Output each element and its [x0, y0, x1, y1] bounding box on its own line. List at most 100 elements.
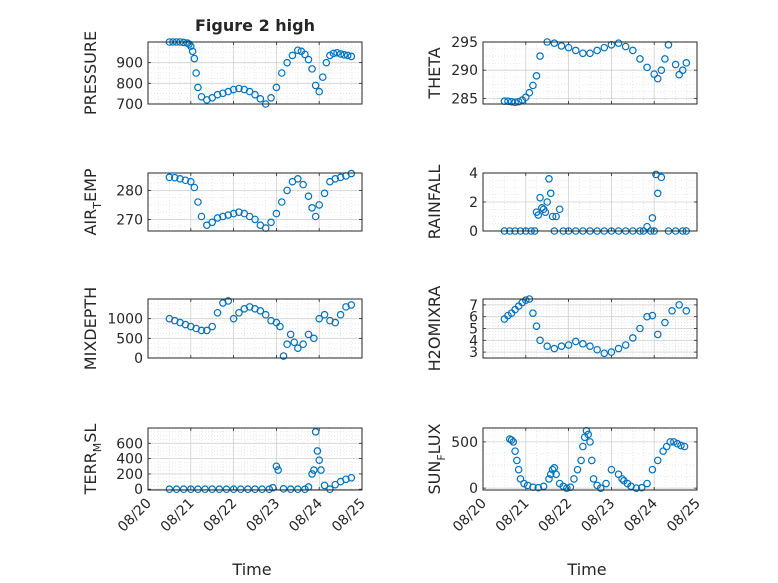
y-tick-label: 0	[469, 224, 478, 240]
data-point	[536, 336, 544, 345]
data-point	[557, 42, 566, 50]
data-point	[579, 442, 587, 451]
x-tick-label: 08/24	[286, 495, 326, 535]
data-point	[197, 326, 206, 335]
data-point	[661, 55, 669, 63]
data-point	[552, 470, 560, 479]
data-point	[269, 483, 277, 492]
x-tick-label: 08/21	[493, 496, 533, 536]
data-point	[203, 326, 211, 335]
data-point	[256, 95, 265, 103]
data-point	[661, 318, 669, 327]
y-axis-label: TERRMSL	[81, 424, 104, 496]
data-point	[593, 345, 601, 354]
y-tick-label: 6	[469, 310, 478, 326]
data-point	[545, 175, 553, 183]
subplot-theta: 285 290 295 THETA	[425, 35, 698, 107]
data-point	[311, 81, 320, 90]
data-point	[272, 209, 281, 218]
x-tick-label: 08/25	[664, 496, 704, 536]
data-point	[632, 484, 641, 492]
data-point	[543, 198, 552, 206]
data-point	[286, 485, 295, 494]
data-point	[208, 485, 217, 494]
y-tick-label: 200	[116, 467, 143, 483]
data-point	[643, 222, 651, 231]
data-point	[318, 73, 327, 81]
data-point	[571, 337, 580, 346]
data-point	[333, 48, 341, 57]
data-point	[347, 301, 356, 309]
data-point	[286, 330, 295, 339]
data-point	[659, 447, 667, 455]
data-point	[657, 66, 666, 74]
y-axis-label: THETA	[425, 47, 444, 99]
data-point	[584, 430, 593, 439]
data-point	[213, 90, 222, 99]
data-point	[516, 475, 525, 483]
x-tick-label: 08/24	[621, 495, 661, 535]
data-point	[326, 485, 334, 494]
data-point	[546, 189, 555, 198]
data-point	[213, 214, 222, 222]
data-point	[555, 205, 564, 214]
data-point	[564, 341, 573, 349]
data-point	[315, 456, 324, 464]
data-point	[311, 428, 320, 436]
data-point	[235, 308, 243, 317]
data-point	[219, 89, 227, 98]
data-point	[577, 456, 585, 465]
data-point	[313, 447, 322, 455]
data-point	[277, 198, 286, 206]
x-axis-label: Time	[231, 560, 271, 579]
data-point	[548, 212, 557, 221]
data-point	[320, 481, 329, 490]
data-point	[677, 441, 685, 450]
data-point	[552, 212, 560, 221]
data-point	[514, 465, 523, 474]
data-point	[290, 338, 299, 347]
data-point	[636, 55, 644, 63]
data-point	[545, 475, 553, 483]
data-point	[621, 42, 630, 51]
data-point	[347, 473, 356, 482]
data-point	[192, 69, 200, 77]
y-axis-label: MIXDEPTH	[81, 287, 100, 370]
data-point	[514, 97, 523, 106]
x-tick-label: 08/21	[158, 496, 198, 536]
data-point	[274, 466, 282, 474]
data-point	[235, 208, 243, 216]
data-point	[571, 46, 580, 55]
y-tick-label: 800	[116, 76, 143, 92]
data-point	[593, 46, 601, 55]
x-tick-label: 08/20	[450, 496, 490, 536]
data-point	[194, 198, 202, 206]
data-point	[201, 485, 209, 494]
data-point	[671, 60, 680, 69]
data-point	[310, 334, 318, 343]
data-point	[643, 63, 651, 72]
y-tick-label: 4	[469, 166, 478, 182]
data-point	[258, 485, 266, 494]
data-point	[570, 475, 578, 483]
data-point	[329, 49, 338, 58]
data-point	[664, 41, 673, 49]
axes-box	[147, 41, 363, 105]
data-point	[222, 485, 231, 494]
data-point	[165, 485, 174, 494]
data-point	[331, 175, 340, 183]
data-point	[653, 456, 662, 465]
data-point	[194, 485, 202, 494]
data-point	[336, 310, 345, 319]
data-point	[532, 72, 541, 80]
data-point	[283, 186, 291, 195]
data-point	[668, 306, 676, 315]
data-point	[190, 183, 199, 192]
y-tick-label: 290	[451, 63, 478, 79]
data-point	[293, 485, 302, 494]
data-point	[320, 310, 329, 319]
